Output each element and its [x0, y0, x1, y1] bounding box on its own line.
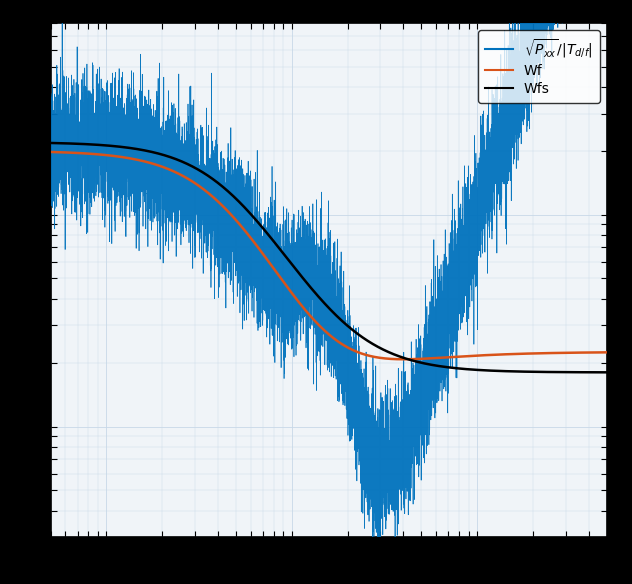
Legend: $\sqrt{P_{xx}}/|T_{d/f}|$, Wf, Wfs: $\sqrt{P_{xx}}/|T_{d/f}|$, Wf, Wfs	[478, 30, 600, 103]
